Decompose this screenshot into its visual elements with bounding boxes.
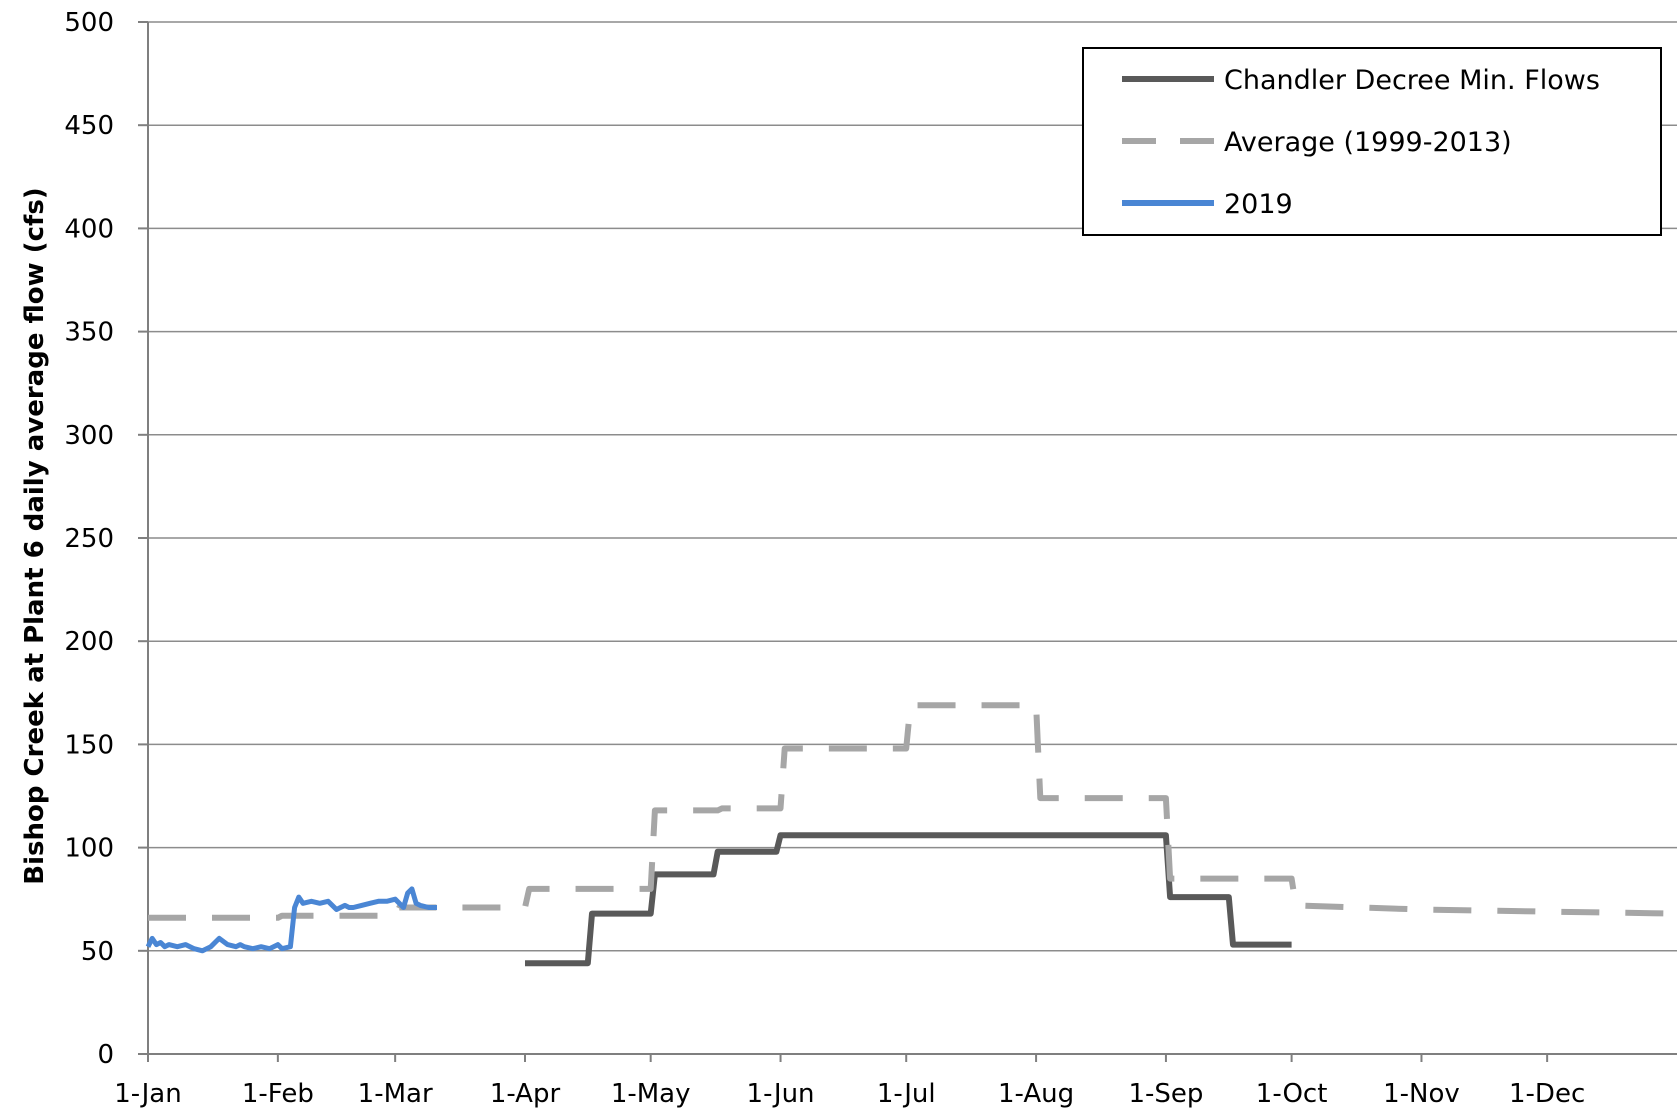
legend: Chandler Decree Min. Flows Average (1999-…: [1082, 47, 1662, 236]
legend-label: Chandler Decree Min. Flows: [1224, 65, 1600, 96]
y-tick-label: 350: [64, 318, 114, 348]
y-axis-title: Bishop Creek at Plant 6 daily average fl…: [20, 187, 50, 884]
gridlines: [148, 21, 1677, 952]
series-layer: [145, 702, 1677, 967]
x-tick-label: 1-May: [611, 1079, 691, 1109]
y-tick-label: 50: [81, 937, 114, 967]
y-tick-label: 150: [64, 730, 114, 760]
axes: [138, 21, 1677, 1062]
legend-label: 2019: [1224, 189, 1293, 220]
y-tick-label: 0: [97, 1040, 114, 1070]
y-tick-label: 250: [64, 524, 114, 554]
y-tick-label: 500: [64, 8, 114, 38]
x-tick-label: 1-Jan: [114, 1079, 181, 1109]
x-tick-label: 1-Mar: [358, 1079, 433, 1109]
y-tick-label: 400: [64, 214, 114, 244]
y-tick-label: 300: [64, 421, 114, 451]
series-line-3: [145, 886, 437, 954]
y-tick-label: 200: [64, 627, 114, 657]
x-tick-label: 1-Jul: [877, 1079, 936, 1109]
x-tick-label: 1-Dec: [1509, 1079, 1585, 1109]
x-tick-label: 1-Oct: [1256, 1079, 1328, 1109]
series-line-2: [148, 702, 1677, 921]
y-tick-label: 450: [64, 111, 114, 141]
y-tick-label: 100: [64, 834, 114, 864]
series-line-1: [525, 832, 1292, 967]
legend-label: Average (1999-2013): [1224, 127, 1512, 158]
y-tick-labels: 0 50 100 150 200 250 300 350 400 450 500: [64, 8, 114, 1070]
x-tick-labels: 1-Jan 1-Feb 1-Mar 1-Apr 1-May 1-Jun 1-Jul 1-Aug…: [114, 1079, 1585, 1109]
x-tick-label: 1-Sep: [1128, 1079, 1203, 1109]
x-tick-label: 1-Apr: [490, 1079, 561, 1109]
x-tick-label: 1-Feb: [242, 1079, 314, 1109]
x-tick-label: 1-Nov: [1383, 1079, 1460, 1109]
legend-items: Chandler Decree Min. Flows Average (1999-…: [1122, 65, 1600, 220]
x-tick-label: 1-Jun: [747, 1079, 815, 1109]
x-tick-label: 1-Aug: [998, 1079, 1074, 1109]
